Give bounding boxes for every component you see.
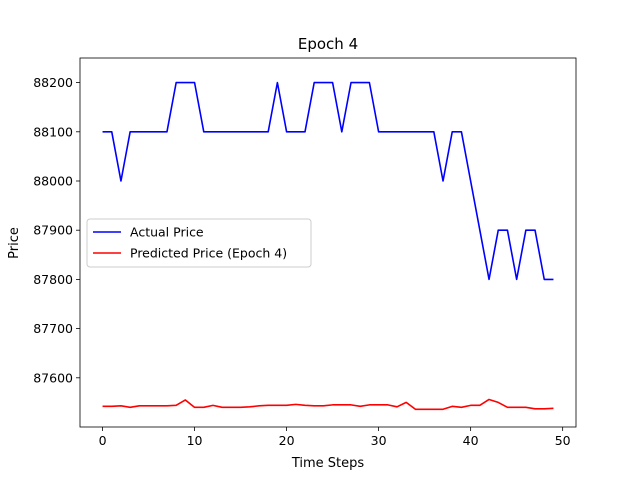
x-tick-label: 10 — [187, 433, 203, 448]
y-axis-label: Price — [7, 227, 22, 259]
y-axis: 87600 87700 87800 87900 88000 88100 88200 — [33, 75, 80, 385]
x-axis: 0 10 20 30 40 50 — [99, 427, 571, 448]
legend-label: Actual Price — [130, 225, 204, 240]
x-tick-label: 40 — [463, 433, 479, 448]
x-tick-label: 50 — [555, 433, 571, 448]
x-tick-label: 20 — [279, 433, 295, 448]
y-tick-label: 88200 — [33, 75, 73, 90]
series-line-predicted-price — [102, 398, 554, 411]
x-tick-label: 30 — [371, 433, 387, 448]
y-tick-label: 88100 — [33, 124, 73, 139]
y-tick-label: 87800 — [33, 272, 73, 287]
legend: Actual Price Predicted Price (Epoch 4) — [86, 218, 312, 268]
y-tick-label: 87700 — [33, 321, 73, 336]
y-tick-label: 87600 — [33, 370, 73, 385]
x-tick-label: 0 — [99, 433, 107, 448]
chart-title: Epoch 4 — [298, 35, 358, 53]
y-tick-label: 87900 — [33, 223, 73, 238]
y-tick-label: 88000 — [33, 174, 73, 189]
legend-label: Predicted Price (Epoch 4) — [130, 246, 287, 261]
x-axis-label: Time Steps — [291, 456, 365, 471]
plot-area — [79, 57, 577, 428]
series-line-actual-price — [102, 81, 554, 281]
series-layer — [102, 81, 554, 411]
plot-frame — [79, 57, 577, 428]
legend-box — [86, 218, 312, 268]
